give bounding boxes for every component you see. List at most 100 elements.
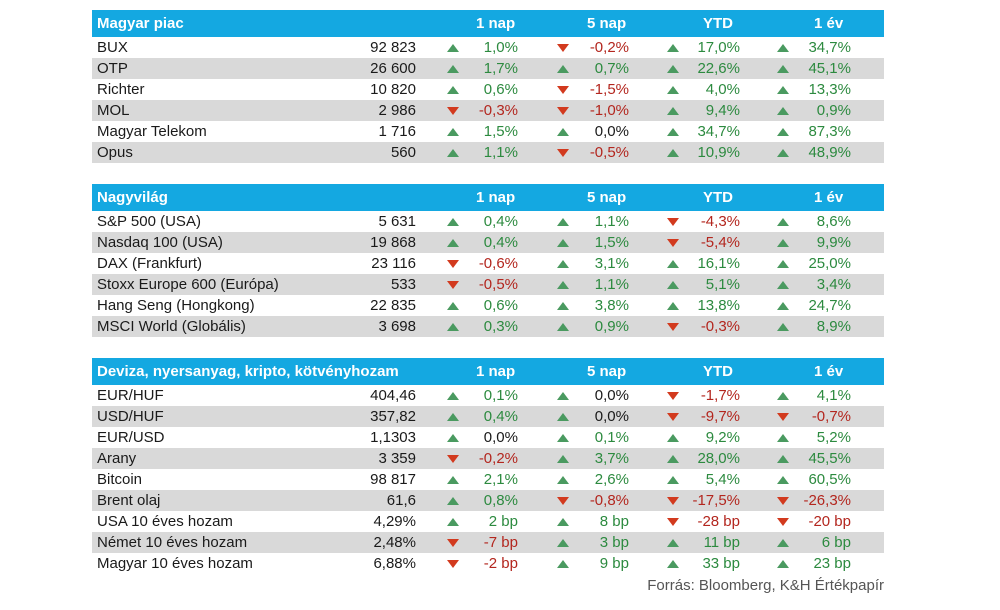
triangle-up-icon (777, 239, 789, 247)
change-value: 0,7% (594, 60, 629, 77)
table-row: Nasdaq 100 (USA) 19 868 0,4% 1,5% -5,4% 9,9% (92, 232, 884, 253)
change-value: 28,0% (697, 450, 740, 467)
source-note: Forrás: Bloomberg, K&H Értékpapír (647, 577, 884, 594)
triangle-down-icon (447, 539, 459, 547)
instrument-name: USD/HUF (97, 408, 164, 425)
instrument-value: 26 600 (370, 60, 416, 77)
table-row: MSCI World (Globális) 3 698 0,3% 0,9% -0,3% 8… (92, 316, 884, 337)
change-value: -20 bp (808, 513, 851, 530)
change-value: 2 bp (488, 513, 518, 530)
triangle-up-icon (557, 518, 569, 526)
change-value: 0,9% (594, 318, 629, 335)
table-row: Magyar 10 éves hozam 6,88% -2 bp 9 bp 33 bp 2… (92, 553, 884, 574)
change-value: 1,0% (483, 39, 518, 56)
instrument-value: 5 631 (378, 213, 416, 230)
triangle-up-icon (667, 65, 679, 73)
triangle-up-icon (557, 128, 569, 136)
triangle-down-icon (777, 413, 789, 421)
triangle-up-icon (447, 86, 459, 94)
instrument-value: 3 359 (378, 450, 416, 467)
table-row: Opus 560 1,1% -0,5% 10,9% 48,9% (92, 142, 884, 163)
triangle-down-icon (557, 107, 569, 115)
change-value: 9,4% (705, 102, 740, 119)
change-value: -1,7% (700, 387, 740, 404)
change-value: 8 bp (599, 513, 629, 530)
change-value: -0,3% (478, 102, 518, 119)
table-row: USD/HUF 357,82 0,4% 0,0% -9,7% -0,7% (92, 406, 884, 427)
triangle-down-icon (447, 260, 459, 268)
instrument-name: Magyar Telekom (97, 123, 207, 140)
triangle-up-icon (447, 323, 459, 331)
change-value: 45,1% (808, 60, 851, 77)
change-value: 45,5% (808, 450, 851, 467)
triangle-down-icon (447, 455, 459, 463)
table-row: OTP 26 600 1,7% 0,7% 22,6% 45,1% (92, 58, 884, 79)
triangle-down-icon (667, 518, 679, 526)
change-value: -0,2% (478, 450, 518, 467)
instrument-name: Opus (97, 144, 133, 161)
table-row: S&P 500 (USA) 5 631 0,4% 1,1% -4,3% 8,6% (92, 211, 884, 232)
change-value: 0,4% (483, 234, 518, 251)
triangle-down-icon (557, 497, 569, 505)
change-value: 0,0% (483, 429, 518, 446)
instrument-name: Brent olaj (97, 492, 161, 509)
change-value: 16,1% (697, 255, 740, 272)
triangle-up-icon (667, 281, 679, 289)
change-value: 1,1% (594, 276, 629, 293)
triangle-up-icon (557, 455, 569, 463)
change-value: 0,6% (483, 81, 518, 98)
change-value: 0,0% (594, 387, 629, 404)
triangle-down-icon (447, 560, 459, 568)
instrument-value: 1 716 (378, 123, 416, 140)
change-value: 0,1% (483, 387, 518, 404)
triangle-up-icon (557, 260, 569, 268)
table-row: Bitcoin 98 817 2,1% 2,6% 5,4% 60,5% (92, 469, 884, 490)
table-row: Arany 3 359 -0,2% 3,7% 28,0% 45,5% (92, 448, 884, 469)
instrument-name: Hang Seng (Hongkong) (97, 297, 255, 314)
change-value: 48,9% (808, 144, 851, 161)
triangle-up-icon (447, 392, 459, 400)
triangle-up-icon (667, 476, 679, 484)
triangle-up-icon (447, 239, 459, 247)
change-value: -1,5% (589, 81, 629, 98)
triangle-up-icon (557, 323, 569, 331)
triangle-up-icon (447, 413, 459, 421)
change-value: 0,0% (594, 408, 629, 425)
column-header: 1 év (814, 189, 844, 206)
triangle-down-icon (667, 218, 679, 226)
triangle-down-icon (667, 392, 679, 400)
instrument-value: 22 835 (370, 297, 416, 314)
change-value: 33 bp (702, 555, 740, 572)
instrument-value: 357,82 (370, 408, 416, 425)
triangle-up-icon (557, 413, 569, 421)
change-value: 4,0% (705, 81, 740, 98)
triangle-up-icon (557, 392, 569, 400)
change-value: 2,6% (594, 471, 629, 488)
table-row: USA 10 éves hozam 4,29% 2 bp 8 bp -28 bp -20 … (92, 511, 884, 532)
change-value: -4,3% (700, 213, 740, 230)
instrument-name: EUR/HUF (97, 387, 164, 404)
triangle-up-icon (667, 44, 679, 52)
change-value: -0,5% (589, 144, 629, 161)
change-value: 0,6% (483, 297, 518, 314)
triangle-up-icon (557, 302, 569, 310)
change-value: -26,3% (803, 492, 851, 509)
column-header: YTD (703, 363, 733, 380)
instrument-name: MOL (97, 102, 130, 119)
triangle-up-icon (777, 65, 789, 73)
instrument-value: 560 (390, 144, 416, 161)
table-row: Magyar Telekom 1 716 1,5% 0,0% 34,7% 87,3% (92, 121, 884, 142)
table-row: DAX (Frankfurt) 23 116 -0,6% 3,1% 16,1% 25,0% (92, 253, 884, 274)
change-value: 0,1% (594, 429, 629, 446)
table-row: EUR/USD 1,1303 0,0% 0,1% 9,2% 5,2% (92, 427, 884, 448)
instrument-name: Nasdaq 100 (USA) (97, 234, 223, 251)
table-row: MOL 2 986 -0,3% -1,0% 9,4% 0,9% (92, 100, 884, 121)
triangle-up-icon (557, 281, 569, 289)
change-value: -28 bp (697, 513, 740, 530)
triangle-up-icon (447, 302, 459, 310)
change-value: -0,5% (478, 276, 518, 293)
change-value: 11 bp (703, 534, 740, 551)
change-value: 13,3% (808, 81, 851, 98)
change-value: 0,4% (483, 213, 518, 230)
triangle-down-icon (447, 107, 459, 115)
